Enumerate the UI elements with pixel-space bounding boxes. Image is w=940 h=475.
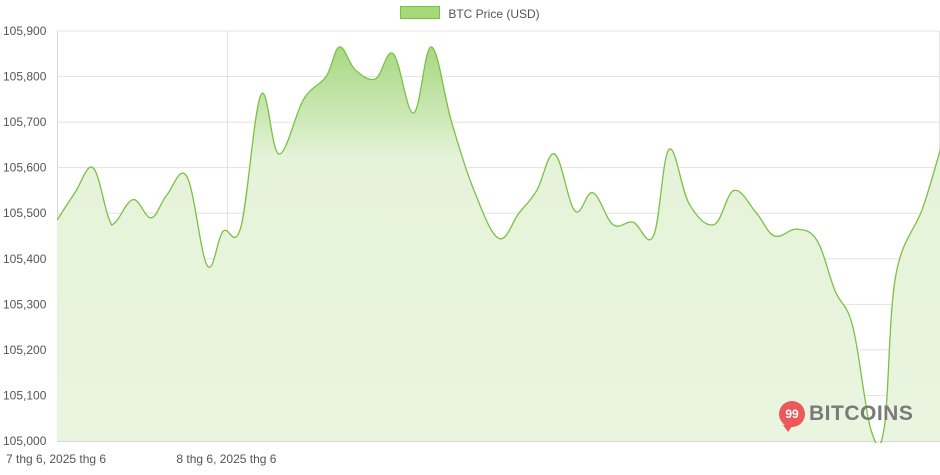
data-point xyxy=(612,223,615,226)
data-point xyxy=(260,93,263,96)
data-point xyxy=(73,191,76,194)
data-point xyxy=(497,237,500,240)
data-point xyxy=(632,221,635,224)
data-point xyxy=(712,223,715,226)
data-point xyxy=(591,191,594,194)
y-tick-label: 105,000 xyxy=(3,434,47,448)
data-point xyxy=(755,212,758,215)
y-tick-label: 105,800 xyxy=(3,70,47,84)
data-point xyxy=(921,207,924,210)
y-tick-label: 105,200 xyxy=(3,343,47,357)
data-point xyxy=(278,153,281,156)
99bitcoins-badge-icon: 99 xyxy=(779,401,805,432)
data-point xyxy=(165,194,168,197)
data-point xyxy=(553,153,556,156)
x-tick-label: 8 thg 6, 2025 thg 6 xyxy=(176,452,276,466)
data-point xyxy=(206,264,209,267)
data-point xyxy=(239,225,242,228)
data-point xyxy=(688,203,691,206)
data-point xyxy=(114,221,117,224)
data-point xyxy=(834,289,837,292)
data-point xyxy=(374,77,377,80)
data-point xyxy=(473,189,476,192)
data-point xyxy=(150,216,153,219)
data-point xyxy=(816,239,819,242)
data-point xyxy=(412,112,415,115)
99bitcoins-logo: 99 BITCOINS xyxy=(779,398,914,432)
data-point xyxy=(733,189,736,192)
data-point xyxy=(325,75,328,78)
data-point xyxy=(851,326,854,329)
data-point xyxy=(450,121,453,124)
legend-label: BTC Price (USD) xyxy=(448,7,540,21)
y-tick-label: 105,700 xyxy=(3,115,47,129)
series-area xyxy=(57,46,940,443)
y-tick-label: 105,900 xyxy=(3,24,47,38)
data-point xyxy=(302,98,305,101)
data-point xyxy=(652,235,655,238)
data-point xyxy=(773,235,776,238)
data-point xyxy=(354,68,357,71)
y-tick-label: 105,500 xyxy=(3,206,47,220)
chart-legend[interactable]: BTC Price (USD) xyxy=(0,6,940,21)
data-point xyxy=(894,276,897,279)
series-line xyxy=(57,46,940,443)
data-point xyxy=(430,45,433,48)
data-point xyxy=(221,230,224,233)
data-point xyxy=(573,209,576,212)
y-tick-label: 105,600 xyxy=(3,161,47,175)
data-point xyxy=(392,52,395,55)
y-tick-label: 105,400 xyxy=(3,252,47,266)
99bitcoins-wordmark: BITCOINS xyxy=(809,402,914,425)
data-point xyxy=(517,212,520,215)
data-point xyxy=(56,219,59,222)
data-point xyxy=(132,198,135,201)
legend-swatch xyxy=(400,6,441,19)
x-tick-label: 7 thg 6, 2025 thg 6 xyxy=(6,452,106,466)
data-point xyxy=(535,189,538,192)
data-point xyxy=(338,45,341,48)
data-point xyxy=(186,175,189,178)
y-tick-label: 105,100 xyxy=(3,388,47,402)
data-point xyxy=(107,216,110,219)
y-tick-label: 105,300 xyxy=(3,297,47,311)
data-point xyxy=(91,166,94,169)
data-point xyxy=(795,228,798,231)
data-point xyxy=(668,148,671,151)
